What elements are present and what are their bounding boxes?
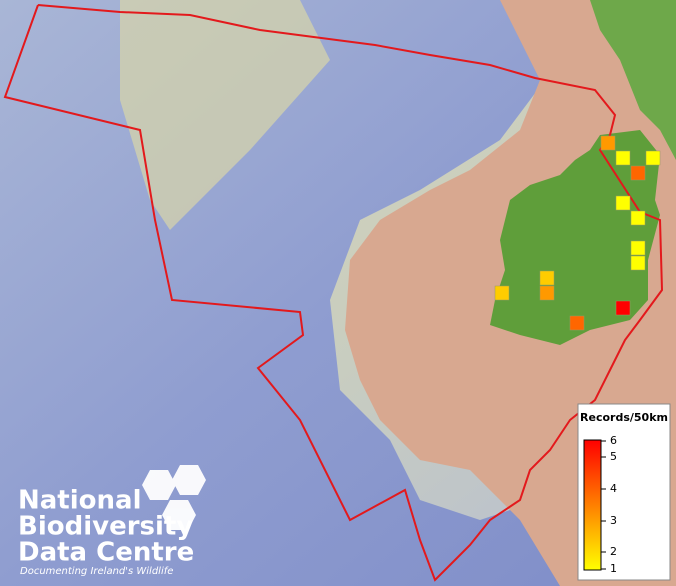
record-square [630, 210, 646, 226]
legend-tick-label: 6 [610, 434, 617, 447]
logo-tagline: Documenting Ireland's Wildlife [20, 566, 173, 577]
logo: National Biodiversity Data Centre Docume… [18, 465, 206, 577]
legend-tick-label: 5 [610, 450, 617, 463]
record-square [645, 150, 661, 166]
ireland [490, 130, 660, 345]
record-square [615, 195, 631, 211]
record-square [630, 240, 646, 256]
record-square [630, 255, 646, 271]
legend-title: Records/50km [580, 411, 668, 424]
record-square [569, 315, 585, 331]
records-layer [494, 135, 661, 331]
record-square [630, 165, 646, 181]
boundary [3, 4, 664, 582]
record-square [539, 270, 555, 286]
legend-bar [583, 439, 602, 571]
record-square [600, 135, 616, 151]
legend-tick-label: 2 [610, 545, 617, 558]
logo-line: National [18, 486, 141, 516]
legend-tick-label: 4 [610, 482, 617, 495]
legend-tick-label: 1 [610, 562, 617, 575]
record-square [494, 285, 510, 301]
logo-line: Biodiversity [18, 512, 193, 542]
logo-icon [142, 465, 206, 530]
legend-tick-label: 3 [610, 514, 617, 527]
bank [120, 0, 330, 230]
record-square [615, 150, 631, 166]
scotland [590, 0, 676, 160]
legend: Records/50km 1 2 3 4 5 6 [577, 403, 671, 581]
record-square [615, 300, 631, 316]
record-square [539, 285, 555, 301]
logo-line: Data Centre [18, 538, 194, 568]
